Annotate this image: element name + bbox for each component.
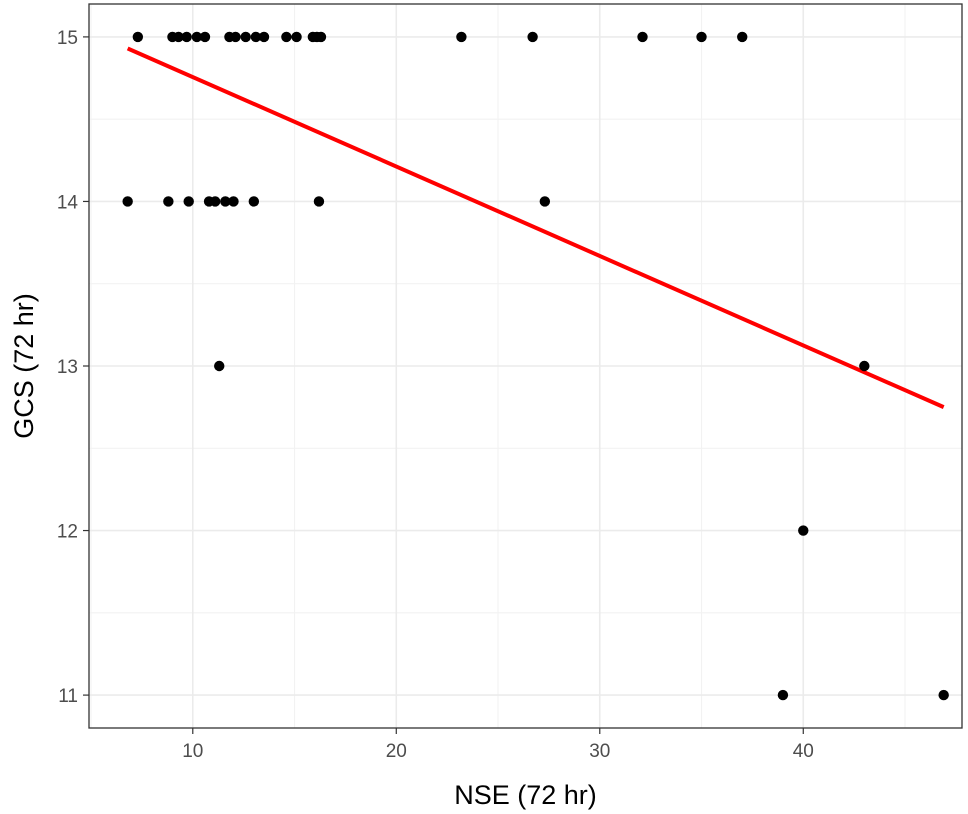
data-point	[777, 689, 789, 701]
major-gridlines	[89, 4, 962, 728]
data-point	[199, 31, 211, 43]
x-tick-label: 40	[793, 741, 814, 762]
x-axis-ticks: 10 20 30 40	[182, 728, 814, 762]
x-tick-label: 10	[182, 741, 203, 762]
data-point	[214, 360, 225, 372]
data-point	[637, 31, 648, 43]
data-point	[122, 196, 133, 207]
data-point	[191, 31, 203, 43]
y-axis-title: GCS (72 hr)	[9, 293, 39, 439]
data-point	[291, 31, 302, 43]
data-point	[240, 31, 251, 43]
y-tick-label: 11	[58, 686, 78, 707]
data-point	[220, 196, 231, 207]
data-point	[456, 31, 467, 43]
data-point	[230, 31, 241, 43]
y-tick-label: 15	[57, 28, 78, 49]
data-point	[132, 31, 144, 43]
data-point	[163, 196, 174, 207]
data-point	[798, 525, 809, 536]
data-point	[938, 689, 949, 701]
data-point	[737, 31, 748, 43]
fit-line-layer	[126, 46, 945, 409]
data-point	[281, 31, 292, 43]
y-tick-label: 13	[57, 357, 78, 378]
y-tick-label: 12	[57, 522, 78, 543]
data-point	[527, 31, 538, 43]
data-point	[181, 31, 192, 43]
y-axis-ticks: 11 12 13 14 15	[57, 28, 89, 707]
data-point	[315, 31, 327, 43]
data-point	[248, 196, 260, 207]
regression-line	[126, 46, 945, 409]
data-point	[173, 31, 184, 43]
data-point	[539, 196, 551, 207]
data-point	[183, 196, 194, 207]
x-tick-label: 30	[589, 741, 610, 762]
data-point	[859, 360, 870, 372]
data-point	[209, 196, 221, 207]
data-point	[696, 31, 707, 43]
data-point	[250, 31, 262, 43]
data-point	[258, 31, 270, 43]
data-point	[313, 196, 325, 207]
y-tick-label: 14	[57, 192, 79, 213]
data-point	[228, 196, 239, 207]
x-tick-label: 20	[386, 741, 407, 762]
x-axis-title: NSE (72 hr)	[454, 780, 597, 810]
data-points	[122, 31, 949, 701]
